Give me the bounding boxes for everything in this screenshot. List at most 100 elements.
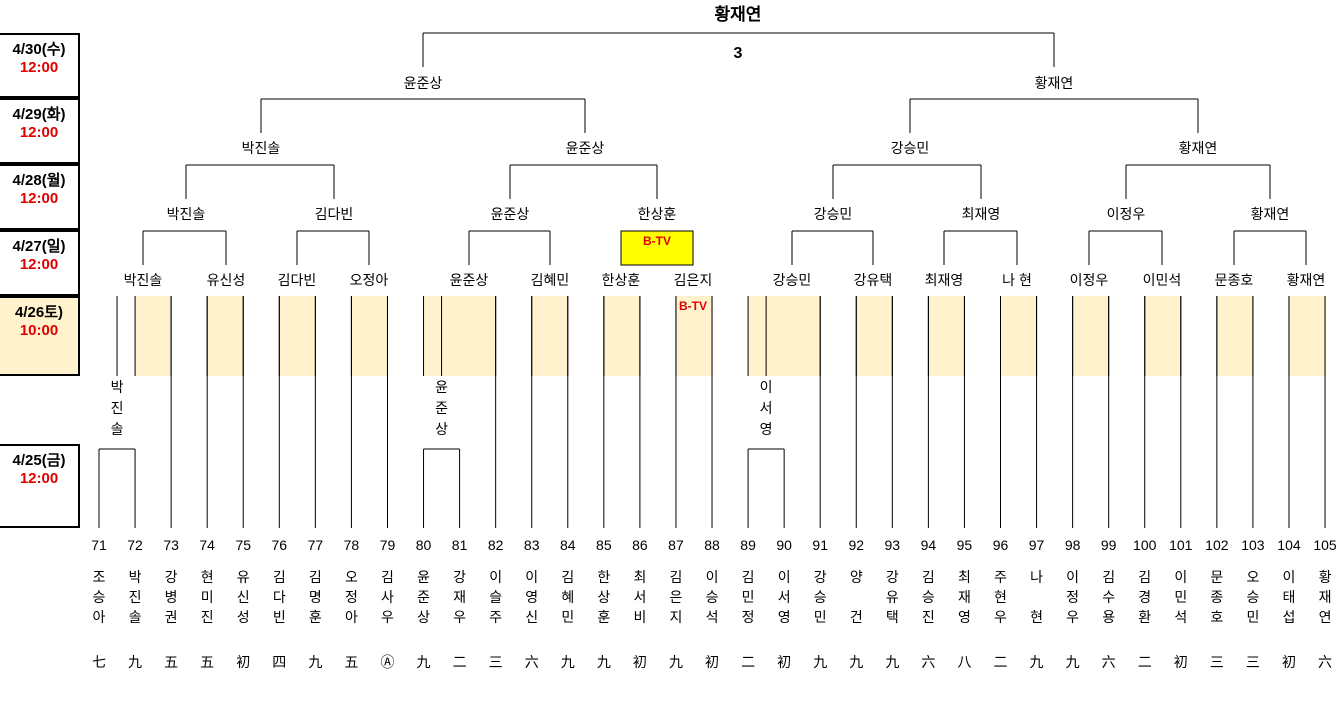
round2-winner: 김다빈 [315,206,354,222]
player-rank: 初 [777,654,791,670]
player-name-char: 민 [1246,609,1259,625]
player-rank: 六 [921,654,935,670]
btv-label: B-TV [679,299,707,313]
player-name-char: 영 [778,609,791,625]
match-cell [675,296,713,376]
player-rank: 二 [741,654,755,670]
player-rank: 初 [1174,654,1188,670]
player-number: 90 [776,537,792,553]
player-rank: 六 [1102,654,1116,670]
player-rank: 七 [92,654,106,670]
round3-winner: 윤준상 [566,140,605,156]
round1-winner: 황재연 [1287,272,1326,288]
player-name-char: 상 [417,609,430,625]
round2-winner: 윤준상 [491,206,530,222]
player-name-char: 진 [922,609,935,625]
player-rank: 三 [489,654,503,670]
player-rank: 二 [1138,654,1152,670]
player-number: 95 [957,537,973,553]
player-name-char: 비 [633,609,646,625]
player-name: 김은지 [670,569,683,625]
match-cell [928,296,965,376]
player-name-char: 경 [1138,589,1151,605]
player-number: 84 [560,537,576,553]
player-number: 82 [488,537,504,553]
player-name-char: 수 [1102,589,1115,605]
player-name: 최서비 [633,569,646,625]
player-name: 이서영 [778,569,791,625]
player-name-char: 솔 [129,609,142,625]
player-number: 71 [91,537,107,553]
player-name-char: 종 [1210,589,1223,605]
player-name: 박진솔 [129,569,142,625]
player-number: 79 [380,537,396,553]
round1-winner: 김다빈 [278,272,317,288]
round-time: 10:00 [19,322,59,339]
player-number: 85 [596,537,612,553]
player-name-char: 양 [850,569,863,585]
player-name-char: 문 [1210,569,1223,585]
player-name-char: 오 [345,569,358,585]
round1-winner: 김혜민 [531,272,570,288]
player-name-char: 이 [525,569,538,585]
player-name-char: 재 [453,589,466,605]
match-cell [135,296,172,376]
player-name-char: 택 [886,609,899,625]
player-name-char: 준 [417,589,430,605]
player-name-char: 최 [958,569,971,585]
player-name-char: 강 [814,569,827,585]
player-rank: 九 [1030,654,1044,670]
player-name-char: 승 [1246,589,1259,605]
round-time: 12:00 [19,470,59,487]
player-name-char: 유 [886,589,899,605]
player-name-char: 호 [1210,609,1223,625]
player-name-char: 한 [597,569,610,585]
player-name: 현미진 [201,569,214,625]
player-name-char: 미 [201,589,214,605]
player-name: 오승민 [1246,569,1259,625]
player-name-char: 조 [93,569,106,585]
player-name: 강유택 [886,569,899,625]
player-name-char: 우 [994,609,1007,625]
player-number: 102 [1205,537,1229,553]
player-name-char: 혜 [561,589,574,605]
round-date: 4/29(화) [12,106,66,123]
player-rank: 五 [344,654,358,670]
player-number: 80 [416,537,432,553]
round-date: 4/30(수) [12,41,66,58]
player-name-char: 진 [201,609,214,625]
round-time: 12:00 [19,59,59,76]
player-rank: 三 [1246,654,1260,670]
player-name-char: 승 [814,589,827,605]
round2-winner: 황재연 [1251,206,1290,222]
prelim-winner-name: 윤 [435,379,448,395]
round1-winner: 유신성 [207,272,246,288]
player-name-char: 오 [1246,569,1259,585]
round3-winner: 강승민 [891,140,930,156]
player-name-char: 김 [309,569,322,585]
player-number: 94 [921,537,937,553]
player-name-char: 아 [93,609,106,625]
player-name: 김승진 [922,569,935,625]
btv-label: B-TV [643,234,671,248]
player-name-char: 강 [886,569,899,585]
prelim-winner-name: 영 [760,421,773,437]
player-name-char: 우 [453,609,466,625]
player-rank: 六 [1318,654,1332,670]
player-name: 강승민 [814,569,827,625]
player-number: 81 [452,537,468,553]
btv-highlight [620,230,694,266]
round2-winner: 강승민 [814,206,853,222]
date-box: 4/28(월) 12:00 [0,164,80,230]
player-name-char: 민 [1174,589,1187,605]
player-name-char: 영 [525,589,538,605]
round2-winner: 박진솔 [167,206,206,222]
player-rank: 九 [128,654,142,670]
player-name-char: 정 [742,609,755,625]
player-name: 김수용 [1102,569,1115,625]
player-name-char: 신 [525,609,538,625]
match-cell [207,296,244,376]
date-box: 4/26토) 10:00 [0,296,80,376]
date-box: 4/30(수) 12:00 [0,33,80,98]
round1-winner: 이정우 [1070,272,1109,288]
